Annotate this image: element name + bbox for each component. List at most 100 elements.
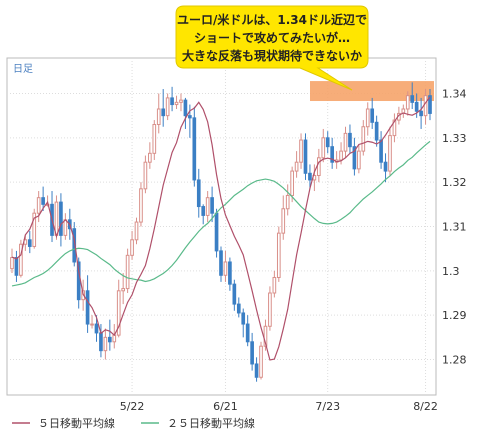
candle-down xyxy=(210,197,214,214)
candle-down xyxy=(196,179,201,208)
candle-up xyxy=(152,124,157,154)
price-highlight-band xyxy=(310,81,434,102)
candle-down xyxy=(188,115,192,119)
candle-down xyxy=(170,97,174,106)
period-label: 日足 xyxy=(13,63,33,75)
candle-up xyxy=(357,150,361,170)
candle-up xyxy=(392,119,397,137)
candle-down xyxy=(228,261,232,285)
candle-down xyxy=(410,95,415,103)
candle-up xyxy=(361,126,366,152)
candle-up xyxy=(365,108,370,128)
x-axis: 5/22 6/21 7/23 8/22 xyxy=(120,400,438,413)
candle-down xyxy=(27,239,32,247)
candle-up xyxy=(299,139,303,163)
candle-up xyxy=(423,95,428,117)
candle-down xyxy=(330,146,335,163)
candle-down xyxy=(325,137,330,148)
callout-line-1: ユーロ/米ドルは、1.34ドル近辺で xyxy=(177,12,367,27)
candle-down xyxy=(236,303,241,314)
candle-down xyxy=(99,332,103,352)
candle-up xyxy=(156,108,161,126)
y-tick-label: 1.33 xyxy=(442,132,467,145)
candle-up xyxy=(54,201,59,236)
candle-up xyxy=(139,188,143,223)
candle-up xyxy=(321,137,326,159)
y-tick-label: 1.3 xyxy=(442,265,460,278)
candle-down xyxy=(94,323,99,334)
candle-down xyxy=(183,99,188,117)
candle-up xyxy=(148,152,152,163)
candle-down xyxy=(370,108,375,123)
candle-up xyxy=(339,150,343,161)
candle-down xyxy=(201,206,206,216)
candle-down xyxy=(14,257,19,276)
callout: ユーロ/米ドルは、1.34ドル近辺で ショートで攻めてみたいが… 大きな反落も現… xyxy=(175,5,369,91)
candle-up xyxy=(294,161,299,172)
candle-up xyxy=(405,95,410,110)
y-tick-label: 1.31 xyxy=(442,221,467,234)
y-tick-label: 1.32 xyxy=(442,176,467,189)
ma5-line xyxy=(11,96,431,361)
candle-up xyxy=(143,161,148,190)
candle-up xyxy=(134,221,139,241)
candle-down xyxy=(348,132,352,148)
candle-up xyxy=(281,208,286,234)
candle-up xyxy=(32,212,37,247)
candle-down xyxy=(241,312,246,325)
candle-up xyxy=(103,336,108,352)
candle-up xyxy=(223,261,228,276)
candle-down xyxy=(303,139,308,174)
candle-up xyxy=(19,243,23,276)
candle-up xyxy=(116,290,121,336)
candle-up xyxy=(388,135,392,172)
legend-ma25-label: ２５日移動平均線 xyxy=(167,416,255,430)
candle-down xyxy=(419,110,423,117)
candle-up xyxy=(125,254,130,290)
candle-up xyxy=(259,345,263,378)
ma25-line xyxy=(11,140,431,287)
candle-up xyxy=(174,101,179,106)
y-axis: 1.28 1.29 1.3 1.31 1.32 1.33 1.34 xyxy=(442,87,467,366)
candle-down xyxy=(219,250,223,276)
candle-up xyxy=(263,325,268,347)
candle-up xyxy=(268,292,272,327)
candle-up xyxy=(343,132,348,152)
candle-up xyxy=(165,97,170,117)
candle-up xyxy=(121,288,126,292)
candle-up xyxy=(290,170,294,196)
candle-down xyxy=(352,146,357,170)
x-tick-label: 6/21 xyxy=(213,400,238,413)
x-tick-label: 5/22 xyxy=(120,400,145,413)
y-tick-label: 1.34 xyxy=(442,87,467,100)
candle-up xyxy=(272,276,277,294)
candle-up xyxy=(130,239,134,256)
candle-down xyxy=(379,139,383,163)
candle-down xyxy=(192,117,197,181)
candle-up xyxy=(36,197,41,214)
candle-down xyxy=(254,363,259,378)
candle-up xyxy=(316,157,321,177)
candle-down xyxy=(250,341,254,365)
candle-down xyxy=(85,290,90,325)
candle-down xyxy=(245,323,250,343)
candle-up xyxy=(112,334,117,343)
candle-up xyxy=(205,197,210,216)
candle-down xyxy=(214,212,219,252)
candle-up xyxy=(285,194,290,210)
candle-down xyxy=(428,95,432,114)
candle-down xyxy=(59,201,63,236)
legend: ５日移動平均線 ２５日移動平均線 xyxy=(12,416,255,430)
candle-down xyxy=(383,161,388,172)
candle-up xyxy=(63,219,68,236)
legend-ma5-label: ５日移動平均線 xyxy=(38,416,115,430)
candle-up xyxy=(179,99,183,103)
candle-up xyxy=(276,232,281,278)
candle-down xyxy=(41,197,45,205)
candle-up xyxy=(90,323,94,326)
callout-line-2: ショートで攻めてみたいが… xyxy=(194,30,350,45)
candle-down xyxy=(107,336,112,343)
candle-down xyxy=(308,172,312,181)
